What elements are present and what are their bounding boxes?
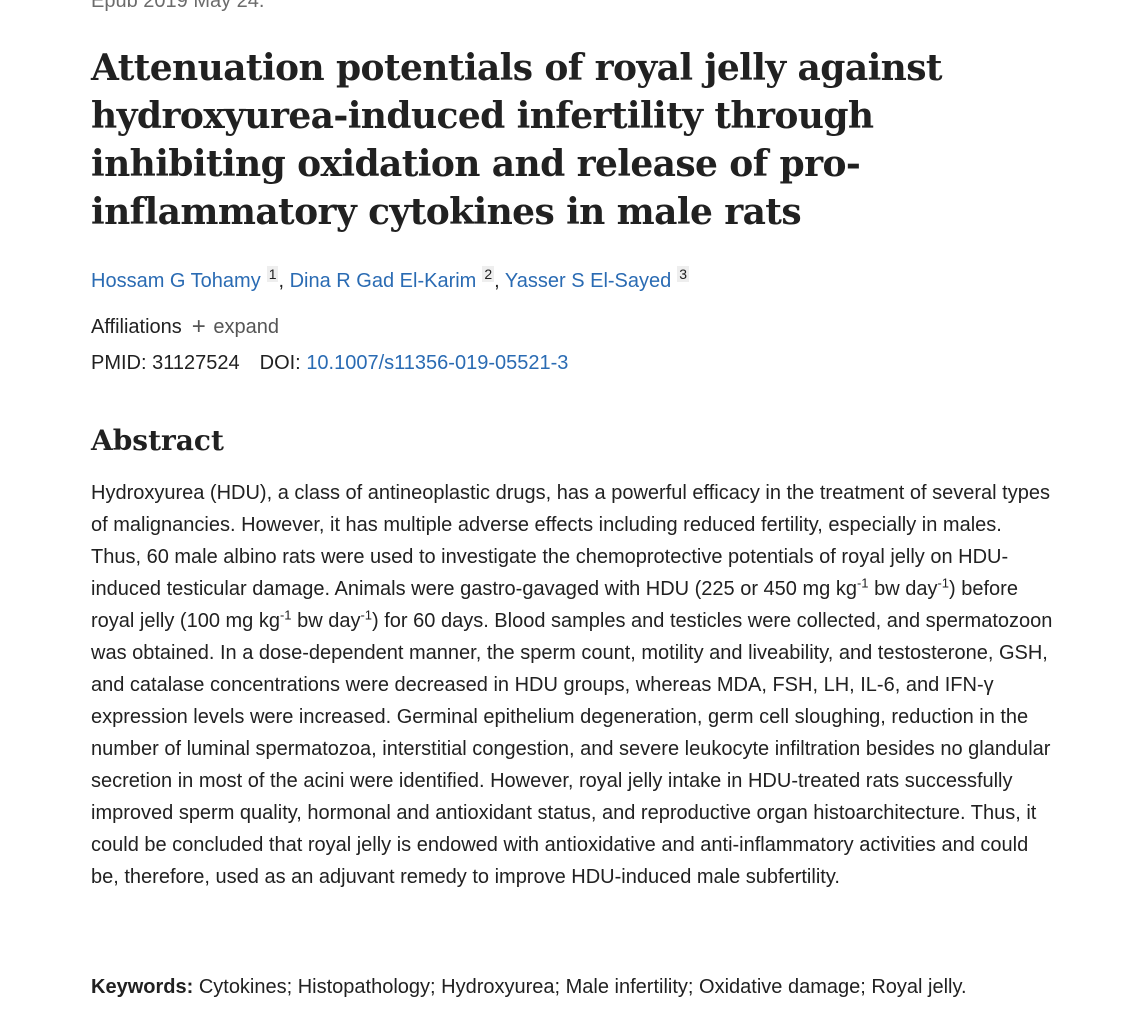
- expand-link[interactable]: expand: [213, 316, 279, 338]
- author-list: Hossam G Tohamy 1, Dina R Gad El-Karim 2, …: [91, 266, 690, 292]
- pmid-value: 31127524: [152, 352, 240, 374]
- epub-date: Epub 2019 May 24.: [91, 0, 265, 12]
- author-link[interactable]: Yasser S El-Sayed: [504, 270, 672, 292]
- affiliations-toggle[interactable]: Affiliations + expand: [91, 314, 279, 340]
- affiliations-label: Affiliations: [91, 316, 182, 338]
- identifiers: PMID: 31127524 DOI: 10.1007/s11356-019-05…: [91, 350, 568, 376]
- keywords-label: Keywords:: [91, 976, 194, 998]
- doi-label: DOI:: [259, 352, 301, 374]
- author-link[interactable]: Dina R Gad El-Karim: [289, 270, 477, 292]
- doi-link[interactable]: 10.1007/s11356-019-05521-3: [306, 352, 569, 374]
- author-link[interactable]: Hossam G Tohamy: [91, 270, 261, 292]
- abstract-heading: Abstract: [91, 424, 224, 457]
- pmid-label: PMID:: [91, 352, 147, 374]
- keywords: Keywords: Cytokines; Histopathology; Hyd…: [91, 974, 967, 1000]
- affiliation-ref[interactable]: 1: [266, 266, 279, 282]
- affiliation-ref[interactable]: 3: [677, 266, 690, 282]
- affiliation-ref[interactable]: 2: [482, 266, 495, 282]
- abstract-text: Hydroxyurea (HDU), a class of antineopla…: [91, 482, 1053, 888]
- keywords-text: Cytokines; Histopathology; Hydroxyurea; …: [198, 976, 967, 998]
- plus-icon: +: [191, 313, 206, 340]
- article-title: Attenuation potentials of royal jelly ag…: [91, 47, 943, 233]
